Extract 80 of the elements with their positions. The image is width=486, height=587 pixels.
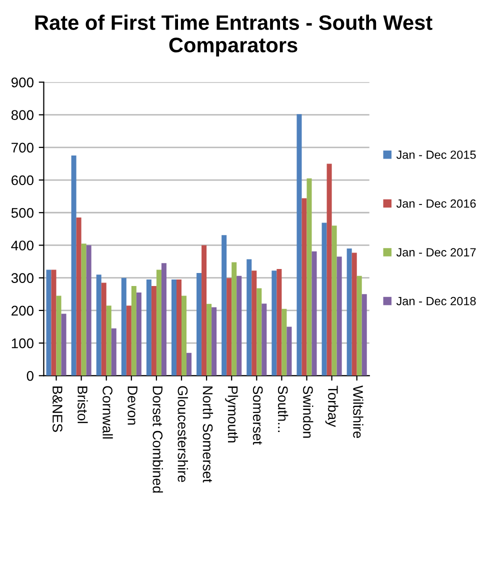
y-tick-label: 600 xyxy=(12,175,34,186)
bar xyxy=(212,307,217,376)
bar xyxy=(106,306,112,376)
legend-label: Jan - Dec 2018 xyxy=(396,296,476,306)
bar xyxy=(356,276,362,376)
y-tick-label: 900 xyxy=(12,78,34,88)
bar xyxy=(256,288,262,376)
bar xyxy=(276,269,282,376)
bar xyxy=(196,272,202,376)
chart-title: Rate of First Time Entrants - South West Comparators xyxy=(35,14,432,57)
bar xyxy=(286,326,292,376)
x-tick-label: Wiltshire xyxy=(353,385,364,438)
bar xyxy=(136,292,142,376)
bar xyxy=(156,270,162,376)
bar xyxy=(161,263,166,376)
x-tick-label: Bristol xyxy=(78,386,88,424)
bar xyxy=(71,156,76,376)
bar xyxy=(46,270,52,376)
x-tick-label: South... xyxy=(278,386,288,432)
bar xyxy=(202,245,207,376)
x-tick-label: Devon xyxy=(128,386,138,425)
bar xyxy=(236,276,242,376)
bar xyxy=(56,296,62,376)
y-tick-label: 700 xyxy=(12,142,34,153)
bar xyxy=(171,279,176,376)
bar xyxy=(186,352,192,376)
bar xyxy=(51,270,56,376)
bar xyxy=(226,278,232,376)
bar xyxy=(332,226,337,376)
bar xyxy=(182,296,187,376)
bar xyxy=(101,282,106,376)
y-tick-label: 400 xyxy=(11,240,34,250)
legend-label: Jan - Dec 2017 xyxy=(396,248,476,256)
y-tick-label: 100 xyxy=(12,338,34,348)
y-tick-label: 500 xyxy=(11,208,34,218)
bar xyxy=(326,164,332,376)
bar xyxy=(146,279,152,376)
bar xyxy=(151,286,156,376)
legend-label: Jan - Dec 2016 xyxy=(396,199,476,208)
bar xyxy=(306,178,312,376)
x-tick-label: North Somerset xyxy=(202,386,214,483)
bar xyxy=(121,278,126,376)
bar xyxy=(222,235,227,376)
bar xyxy=(61,314,66,376)
bar xyxy=(86,245,92,376)
bar xyxy=(111,328,116,376)
bar xyxy=(282,308,287,376)
x-tick-label: Cornwall xyxy=(102,386,113,439)
bar xyxy=(352,252,357,376)
bar xyxy=(346,248,352,376)
x-tick-label: Swindon xyxy=(303,386,314,438)
bar xyxy=(96,274,102,376)
y-tick-label: 0 xyxy=(26,371,34,381)
bar xyxy=(272,270,277,376)
legend-label: Jan - Dec 2015 xyxy=(396,150,476,159)
bar xyxy=(176,279,182,376)
x-tick-label: Somerset xyxy=(252,386,263,445)
bar xyxy=(302,198,307,376)
bar xyxy=(126,306,132,376)
bar xyxy=(252,270,257,376)
bar xyxy=(296,114,302,376)
bar xyxy=(246,259,252,376)
x-tick-label: Gloucestershire xyxy=(178,386,188,482)
bar xyxy=(322,222,327,376)
y-tick-label: 200 xyxy=(12,306,34,316)
bar xyxy=(81,244,86,376)
bar xyxy=(131,286,136,376)
x-tick-label: Dorset Combined xyxy=(152,386,163,493)
bar xyxy=(76,218,82,376)
y-tick-label: 800 xyxy=(11,110,34,120)
bar xyxy=(312,251,317,376)
bar xyxy=(262,304,267,376)
x-tick-label: Plymouth xyxy=(225,386,238,442)
y-tick-label: 300 xyxy=(11,273,34,284)
x-tick-label: Torbay xyxy=(325,386,338,428)
x-tick-label: B&NES xyxy=(52,386,62,432)
bar xyxy=(232,262,237,376)
bar xyxy=(206,304,212,376)
bar xyxy=(336,256,342,376)
bar xyxy=(362,294,367,376)
